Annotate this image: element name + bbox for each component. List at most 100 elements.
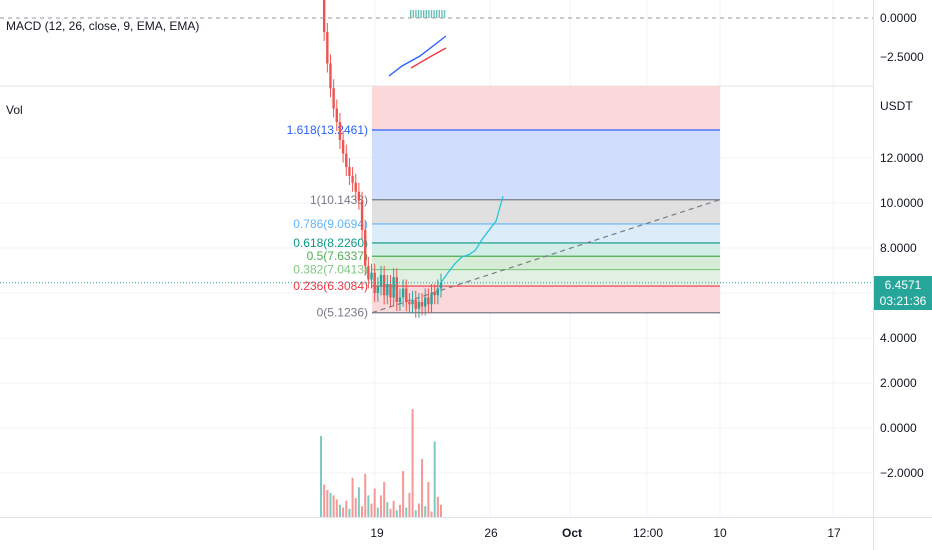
volume-bar xyxy=(335,499,338,517)
signal-line xyxy=(410,47,447,69)
fib-band xyxy=(372,223,720,243)
price-tick: 12.0000 xyxy=(880,151,924,165)
macd-label[interactable]: MACD (12, 26, close, 9, EMA, EMA) xyxy=(6,19,199,33)
volume-bar xyxy=(424,506,427,517)
candle-body xyxy=(433,293,436,296)
volume-bar xyxy=(361,506,364,517)
currency-label: USDT xyxy=(880,99,913,113)
candle-body xyxy=(335,108,338,122)
candle-body xyxy=(414,299,417,309)
volume-bar xyxy=(430,511,433,517)
volume-bar xyxy=(364,473,367,517)
volume-bar xyxy=(436,496,439,517)
fib-trend-line[interactable] xyxy=(371,199,721,314)
macd-histogram-bar xyxy=(436,10,438,18)
fib-level-label: 0.786(9.0694) xyxy=(293,217,368,231)
volume-bar xyxy=(398,504,401,517)
candle-body xyxy=(322,0,326,32)
time-tick: 26 xyxy=(484,526,498,540)
candle-body xyxy=(398,297,402,302)
volume-bars xyxy=(320,409,442,517)
projection-path[interactable] xyxy=(440,196,504,283)
price-tick: 0.0000 xyxy=(880,421,917,435)
current-price-value: 6.4571 xyxy=(884,278,922,292)
candle-body xyxy=(420,302,424,307)
fib-band xyxy=(372,286,720,313)
candle-body xyxy=(382,275,386,296)
volume-label[interactable]: Vol xyxy=(6,103,23,117)
macd-histogram-bar xyxy=(425,10,427,18)
macd-axis[interactable]: 0.0000 −2.5000 xyxy=(880,11,924,64)
price-tick: 4.0000 xyxy=(880,331,917,345)
macd-tick: 0.0000 xyxy=(880,11,917,25)
macd-histogram-bar xyxy=(441,10,443,18)
fib-band-top xyxy=(372,86,720,130)
volume-bar xyxy=(414,510,417,517)
macd-histogram-bar xyxy=(433,10,435,18)
fib-band xyxy=(372,256,720,270)
candle-body xyxy=(370,272,373,280)
candle-body xyxy=(351,176,354,183)
candle-body xyxy=(430,293,433,305)
candle-body xyxy=(373,272,376,293)
volume-bar xyxy=(417,503,420,517)
volume-bar xyxy=(383,481,386,517)
volume-bar xyxy=(357,487,360,517)
current-price-tag: 6.4571 03:21:36 xyxy=(874,276,932,310)
volume-bar xyxy=(326,490,329,517)
candle-body xyxy=(360,200,364,230)
macd-histogram-bar xyxy=(428,10,430,18)
macd-histogram-bar xyxy=(412,10,414,18)
time-tick: 12:00 xyxy=(633,526,663,540)
fib-level-label: 0(5.1236) xyxy=(317,306,368,320)
volume-bar xyxy=(348,508,351,517)
macd-histogram-bar xyxy=(423,10,425,18)
macd-histogram-bar xyxy=(438,10,440,18)
candle-body xyxy=(364,230,367,266)
volume-bar xyxy=(405,507,408,517)
candle-body xyxy=(401,288,405,298)
fibonacci-retracement[interactable]: 1.618(13.2461) 1(10.1433) 0.786(9.0694) 0.6… xyxy=(287,86,720,320)
volume-bar xyxy=(367,495,370,517)
volume-bar xyxy=(389,508,392,517)
candle-body xyxy=(436,288,440,296)
volume-bar xyxy=(329,492,332,517)
macd-histogram-bar xyxy=(415,10,417,18)
price-tick: −2.0000 xyxy=(880,466,924,480)
macd-histogram-bar xyxy=(420,10,422,18)
volume-bar xyxy=(421,458,424,517)
candle-body xyxy=(345,153,348,167)
volume-bar xyxy=(345,500,348,517)
candle-body xyxy=(379,275,383,287)
candle-body xyxy=(389,284,392,298)
candle-body xyxy=(405,288,408,302)
volume-bar xyxy=(351,477,354,517)
candle-body xyxy=(341,140,345,154)
price-axis[interactable]: 12.000010.00008.00006.00004.00002.00000.… xyxy=(880,151,924,480)
candle-body xyxy=(411,299,414,305)
volume-bar xyxy=(402,471,405,517)
volume-bar xyxy=(376,507,379,517)
volume-bar xyxy=(433,441,436,517)
price-tick: 8.0000 xyxy=(880,241,917,255)
candle-body xyxy=(348,167,351,176)
volume-bar xyxy=(320,436,322,517)
candle-body xyxy=(357,191,361,201)
macd-histogram-bar xyxy=(430,10,433,18)
macd-line xyxy=(388,35,447,77)
candlesticks xyxy=(322,0,443,318)
candle-body xyxy=(367,266,370,280)
candle-body xyxy=(332,88,335,109)
volume-bar xyxy=(338,504,341,517)
volume-bar xyxy=(386,502,389,517)
volume-bar xyxy=(408,492,411,517)
candle-body xyxy=(408,302,411,305)
price-tick: 10.0000 xyxy=(880,196,924,210)
volume-bar xyxy=(373,488,376,517)
candle-body xyxy=(354,182,357,192)
candle-body xyxy=(326,32,329,64)
candle-body xyxy=(424,297,427,307)
time-axis[interactable]: 19 26 Oct 12:00 10 17 xyxy=(370,526,841,540)
time-tick: 19 xyxy=(370,526,384,540)
